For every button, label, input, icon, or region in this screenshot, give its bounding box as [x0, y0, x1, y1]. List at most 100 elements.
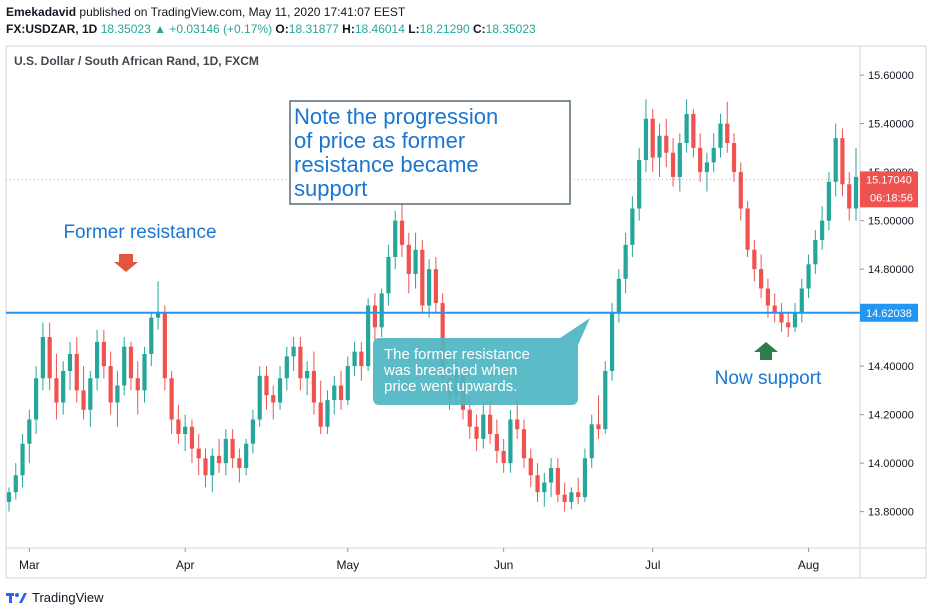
close-label: C:: [472, 22, 486, 36]
candle-body: [13, 475, 18, 493]
candle-body: [183, 426, 188, 435]
candle-body: [135, 378, 140, 391]
candle-body: [738, 172, 743, 209]
candle-body: [515, 419, 520, 430]
candle-body: [698, 147, 703, 173]
candle-body: [799, 288, 804, 313]
y-tick-label: 14.40000: [868, 361, 914, 373]
candle-body: [481, 414, 486, 439]
candle-body: [684, 113, 689, 144]
candle-body: [142, 353, 147, 391]
candle-body: [637, 159, 642, 209]
breach-callout-text: was breached when: [383, 362, 517, 379]
candle-body: [298, 346, 303, 379]
level-price-label: 14.62038: [866, 308, 912, 320]
candle-body: [555, 467, 560, 495]
candle-body: [582, 458, 588, 498]
candle-body: [366, 305, 371, 367]
candle-body: [650, 118, 655, 158]
candle-body: [643, 118, 649, 160]
candle-body: [332, 385, 337, 401]
candle-body: [81, 390, 86, 410]
candle-body: [833, 138, 838, 182]
change-value: +0.03146 (+0.17%): [169, 22, 273, 36]
candle-body: [34, 378, 39, 420]
note-box: [289, 100, 571, 205]
candle-body: [230, 438, 235, 459]
candle-body: [576, 492, 581, 498]
candle-body: [772, 305, 777, 313]
candle-body: [535, 475, 540, 493]
candle-body: [27, 419, 32, 444]
candle-body: [630, 208, 635, 245]
candle-body: [467, 409, 472, 427]
candle-body: [318, 402, 323, 427]
candle-body: [840, 138, 845, 185]
open-value: 18.31877: [288, 22, 339, 36]
note-text-line: Note the progression: [294, 104, 498, 129]
candle-body: [779, 312, 784, 323]
candle-body: [603, 370, 608, 430]
candle-body: [487, 414, 493, 435]
candle-body: [820, 220, 825, 241]
low-value: 18.21290: [419, 22, 470, 36]
high-label: H:: [342, 22, 355, 36]
high-value: 18.46014: [354, 22, 405, 36]
brand-name[interactable]: TradingView: [32, 590, 104, 605]
candle-body: [826, 181, 831, 221]
candle-body: [847, 184, 852, 209]
candle-body: [115, 385, 120, 403]
candle-body: [372, 305, 378, 328]
candle-body: [806, 264, 811, 289]
candle-body: [569, 492, 574, 502]
down-arrow-icon: [114, 254, 138, 272]
candle-body: [128, 346, 134, 379]
candle-body: [731, 143, 737, 173]
candle-body: [352, 351, 357, 367]
candle-body: [149, 317, 154, 354]
candle-body: [677, 143, 682, 177]
up-arrow-icon: [754, 342, 778, 360]
candle-body: [752, 249, 757, 270]
note-text-line: support: [294, 176, 367, 201]
candle-body: [210, 455, 215, 476]
candle-body: [47, 337, 52, 379]
candle-body: [54, 378, 59, 403]
x-tick-label: Aug: [798, 558, 819, 572]
candle-body: [508, 419, 513, 464]
candle-body: [711, 147, 716, 163]
candle-body: [176, 419, 181, 435]
open-label: O:: [275, 22, 289, 36]
candle-body: [291, 346, 296, 357]
level-price-tag: [860, 303, 918, 322]
candle-body: [223, 438, 228, 464]
candle-body: [74, 353, 79, 391]
chart-title: U.S. Dollar / South African Rand, 1D, FX…: [14, 54, 259, 68]
y-tick-label: 14.20000: [868, 410, 914, 422]
candle-body: [813, 240, 818, 265]
breach-callout-text: price went upwards.: [384, 378, 517, 395]
change-arrow-icon: ▲: [154, 22, 166, 36]
candle-body: [792, 312, 798, 328]
candle-body: [657, 135, 662, 158]
candle-body: [271, 395, 276, 403]
close-value: 18.35023: [485, 22, 536, 36]
candle-body: [759, 269, 764, 289]
candle-body: [399, 220, 405, 245]
candle-body: [725, 123, 730, 144]
candle-body: [155, 312, 161, 318]
candle-body: [413, 249, 418, 274]
bar-countdown: 06:18:56: [870, 192, 913, 204]
candle-body: [203, 458, 208, 476]
candle-body: [101, 341, 106, 367]
candle-body: [196, 448, 201, 459]
footer: TradingView: [6, 590, 104, 605]
candle-body: [406, 244, 411, 274]
candle-body: [853, 176, 859, 209]
candle-body: [237, 458, 242, 468]
candle-body: [427, 269, 432, 306]
candle-body: [474, 426, 479, 439]
note-text-line: resistance became: [294, 152, 479, 177]
candle-body: [61, 370, 66, 403]
